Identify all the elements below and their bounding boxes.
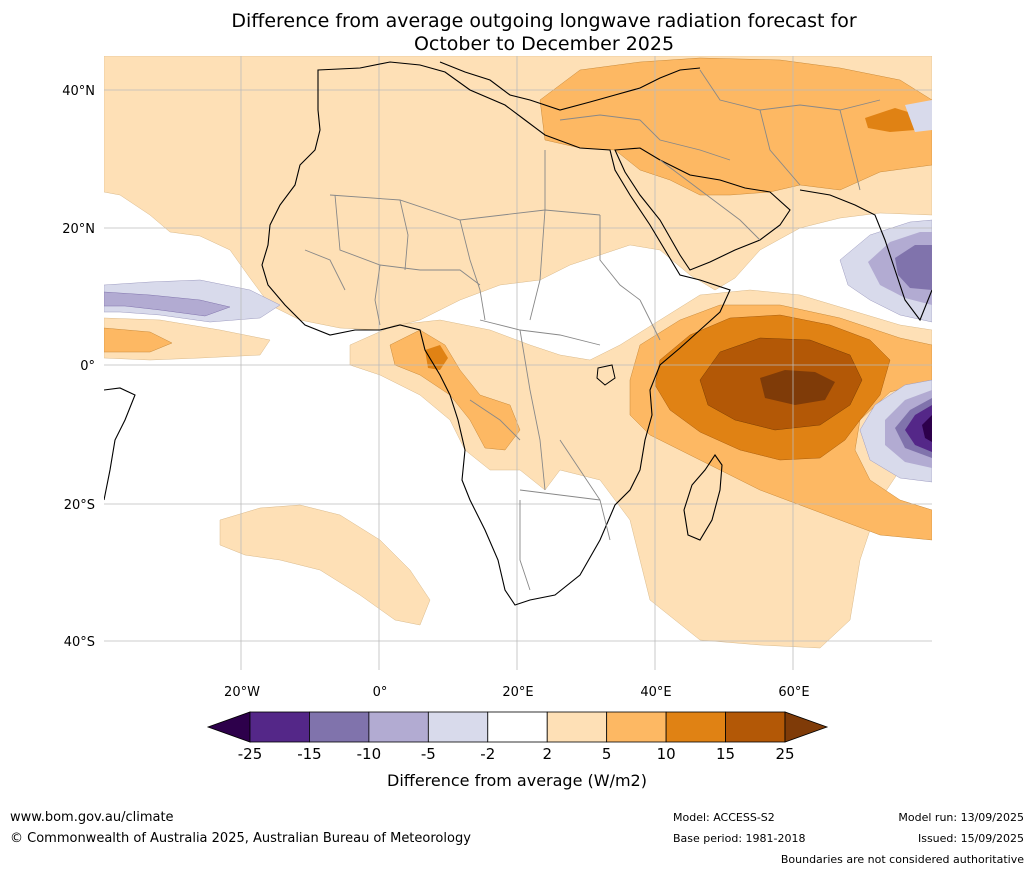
country-borders <box>304 69 881 591</box>
footer-url: www.bom.gov.au/climate <box>10 810 174 825</box>
anomaly-region-dark-orange-central-asia <box>865 108 918 132</box>
colorbar: -25 -15 -10 -5 -2 2 5 10 15 25 <box>206 711 829 763</box>
colorbar-tick-label: -5 <box>421 745 436 763</box>
title-line-2: October to December 2025 <box>413 33 675 55</box>
anomaly-region-light-purple-tibet <box>905 100 932 132</box>
footer-issued: Issued: 15/09/2025 <box>917 832 1024 845</box>
chart-title: Difference from average outgoing longwav… <box>104 10 984 56</box>
colorbar-segment <box>546 711 608 743</box>
footer-model: Model: ACCESS-S2 <box>673 811 775 824</box>
anomaly-region-orange-west-atlantic <box>104 327 173 353</box>
africa-coastline <box>261 61 731 606</box>
lake-victoria <box>596 364 616 386</box>
colorbar-tick-label: 2 <box>542 745 552 763</box>
anomaly-region-orange-middle-east <box>539 57 932 196</box>
colorbar-tick-label: -25 <box>238 745 263 763</box>
anomaly-region-light-orange-south-atlantic <box>219 504 431 626</box>
colorbar-tick-label: 5 <box>602 745 612 763</box>
title-line-1: Difference from average outgoing longwav… <box>231 10 857 32</box>
gridlines <box>104 56 932 670</box>
anomaly-region-orange-congo <box>389 329 521 451</box>
lon-label-20e: 20°E <box>502 685 533 700</box>
footer-base-period: Base period: 1981-2018 <box>673 832 806 845</box>
colorbar-tick-label: 15 <box>716 745 735 763</box>
colorbar-segment <box>309 711 370 743</box>
lat-label-20s: 20°S <box>64 498 95 513</box>
lon-label-40e: 40°E <box>640 685 671 700</box>
madagascar-coastline <box>683 454 723 541</box>
south-america-coastline <box>104 387 136 501</box>
colorbar-segment <box>665 711 726 743</box>
longitude-labels: 20°W 0° 20°E 40°E 60°E <box>224 685 810 700</box>
anomaly-region-dark-orange-congo <box>425 345 448 370</box>
colorbar-tick-label: 10 <box>657 745 676 763</box>
footer-disclaimer: Boundaries are not considered authoritat… <box>780 853 1024 866</box>
europe-asia-coastline <box>439 61 932 322</box>
colorbar-segment <box>606 711 667 743</box>
anomaly-region-purple-atlantic <box>104 291 231 317</box>
lat-label-0: 0° <box>80 359 95 374</box>
anomaly-region-darkest-purple-indian-ocean <box>922 415 932 442</box>
anomaly-region-darkest-brown <box>760 370 835 405</box>
colorbar-tick-label: -15 <box>297 745 322 763</box>
map-area <box>104 56 932 670</box>
lat-label-40n: 40°N <box>62 84 95 99</box>
colorbar-tick-label: 25 <box>775 745 794 763</box>
arabia-coastline <box>614 147 791 271</box>
colorbar-segment <box>368 711 429 743</box>
anomaly-region-deep-purple-indian-ocean <box>905 405 932 452</box>
lon-label-20w: 20°W <box>224 685 260 700</box>
colorbar-segment <box>249 711 310 743</box>
colorbar-extend-low <box>206 711 251 743</box>
colorbar-segment <box>725 711 786 743</box>
colorbar-segment <box>487 711 548 743</box>
lat-label-20n: 20°N <box>62 222 95 237</box>
footer-copyright: © Commonwealth of Australia 2025, Austra… <box>10 831 471 846</box>
anomaly-region-mid-purple-arabian-sea <box>895 245 932 290</box>
footer-model-run: Model run: 13/09/2025 <box>898 811 1024 824</box>
latitude-labels: 40°N 20°N 0° 20°S 40°S <box>62 84 95 650</box>
lon-label-0: 0° <box>373 685 388 700</box>
colorbar-tick-label: -2 <box>480 745 495 763</box>
colorbar-title: Difference from average (W/m2) <box>387 771 647 790</box>
colorbar-segment <box>427 711 489 743</box>
lon-label-60e: 60°E <box>778 685 809 700</box>
colorbar-extend-high <box>784 711 829 743</box>
lat-label-40s: 40°S <box>64 635 95 650</box>
colorbar-tick-label: -10 <box>357 745 382 763</box>
